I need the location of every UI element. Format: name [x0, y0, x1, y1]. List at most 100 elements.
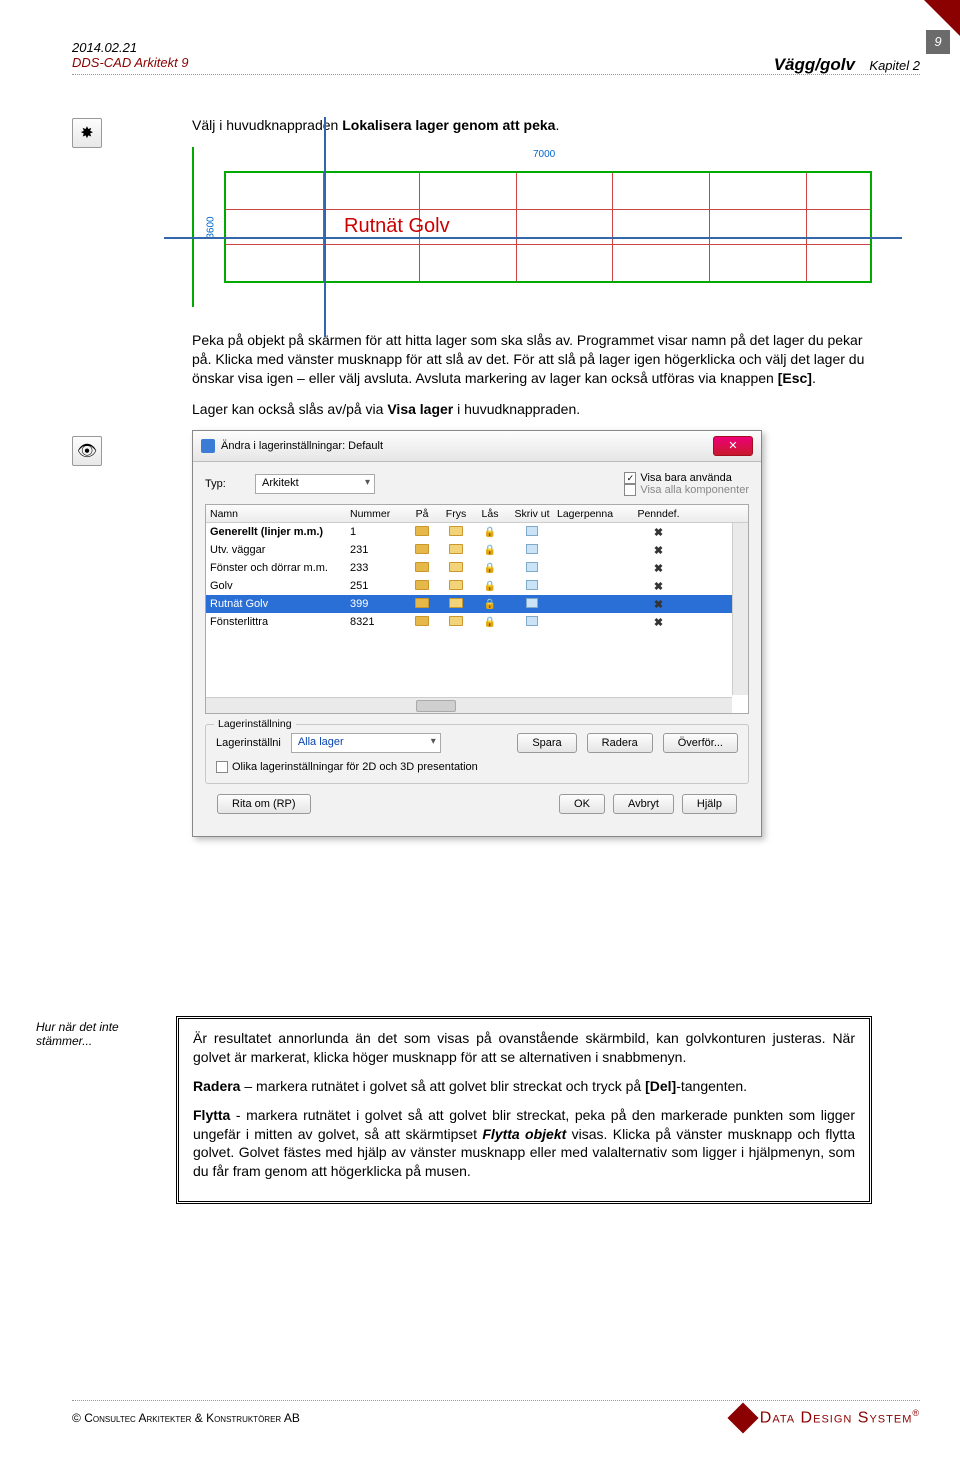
table-row[interactable]: Fönsterlittra8321 🔒 ✖ — [206, 613, 748, 631]
table-body: Generellt (linjer m.m.)1🔒✖Utv. väggar231… — [206, 523, 748, 631]
table-header: Namn Nummer På Frys Lås Skriv ut Lagerpe… — [206, 505, 748, 523]
footer-left: © Consultec Arkitekter & Konstruktörer A… — [72, 1411, 300, 1425]
cell-print[interactable] — [507, 580, 557, 593]
dialog-title: Ändra i lagerinställningar: Default — [221, 440, 383, 452]
col-freeze[interactable]: Frys — [439, 508, 473, 520]
layer-setting-select[interactable]: Alla lager — [291, 733, 441, 753]
save-button[interactable]: Spara — [517, 733, 576, 753]
cell-freeze[interactable] — [439, 580, 473, 593]
cell-print[interactable] — [507, 526, 557, 539]
crosshair-h — [164, 237, 902, 239]
col-number[interactable]: Nummer — [350, 508, 405, 520]
crosshair-v — [324, 117, 326, 337]
cell-lock[interactable]: 🔒 — [473, 599, 507, 610]
table-row[interactable]: Utv. väggar231 🔒 ✖ — [206, 541, 748, 559]
frame-p2: Radera – markera rutnätet i golvet så at… — [193, 1077, 855, 1096]
frame-p3-bold: Flytta — [193, 1107, 230, 1123]
col-on[interactable]: På — [405, 508, 439, 520]
p3-pre: Lager kan också slås av/på via — [192, 401, 387, 417]
page-header: 2014.02.21 DDS-CAD Arkitekt 9 Vägg/golv … — [72, 40, 920, 75]
transfer-button[interactable]: Överför... — [663, 733, 738, 753]
cell-name: Utv. väggar — [210, 544, 350, 556]
cell-pendef[interactable]: ✖ — [631, 544, 686, 557]
cell-lock[interactable]: 🔒 — [473, 545, 507, 556]
cell-number: 231 — [350, 544, 405, 556]
ok-button[interactable]: OK — [559, 794, 605, 814]
dialog-titlebar[interactable]: Ändra i lagerinställningar: Default ✕ — [193, 431, 761, 462]
type-label: Typ: — [205, 478, 245, 490]
cell-on[interactable] — [405, 526, 439, 539]
cell-print[interactable] — [507, 562, 557, 575]
cell-freeze[interactable] — [439, 616, 473, 629]
cell-lock[interactable]: 🔒 — [473, 581, 507, 592]
col-pen[interactable]: Lagerpenna — [557, 508, 631, 520]
info-frame: Är resultatet annorlunda än det som visa… — [176, 1016, 872, 1204]
dialog-footer: Rita om (RP) OK Avbryt Hjälp — [205, 784, 749, 824]
redraw-button[interactable]: Rita om (RP) — [217, 794, 311, 814]
table-row[interactable]: Generellt (linjer m.m.)1🔒✖ — [206, 523, 748, 541]
cell-pendef[interactable]: ✖ — [631, 580, 686, 593]
vscrollbar[interactable] — [732, 523, 748, 695]
cell-pendef[interactable]: ✖ — [631, 526, 686, 539]
cell-number: 8321 — [350, 616, 405, 628]
p2-key: [Esc] — [778, 370, 812, 386]
cell-pendef[interactable]: ✖ — [631, 616, 686, 629]
header-chapter: Kapitel 2 — [869, 58, 920, 73]
cell-name: Fönsterlittra — [210, 616, 350, 628]
close-button[interactable]: ✕ — [713, 436, 753, 456]
visibility-icon: 👁 — [72, 436, 102, 466]
cell-on[interactable] — [405, 544, 439, 557]
col-print[interactable]: Skriv ut — [507, 508, 557, 520]
footer-divider — [72, 1400, 920, 1401]
cancel-button[interactable]: Avbryt — [613, 794, 674, 814]
show-all-checkbox[interactable]: Visa alla komponenter — [624, 484, 749, 496]
cell-on[interactable] — [405, 562, 439, 575]
dialog-body: Typ: Arkitekt ✓ Visa bara använda Visa a… — [193, 462, 761, 836]
cell-name: Golv — [210, 580, 350, 592]
grid-figure: 7000 3600 Rutnät Golv — [192, 147, 872, 307]
cell-on[interactable] — [405, 616, 439, 629]
type-select[interactable]: Arkitekt — [255, 474, 375, 494]
cell-freeze[interactable] — [439, 598, 473, 611]
help-button[interactable]: Hjälp — [682, 794, 737, 814]
col-lock[interactable]: Lås — [473, 508, 507, 520]
col-pendef[interactable]: Penndef. — [631, 508, 686, 520]
cell-on[interactable] — [405, 598, 439, 611]
hscrollbar[interactable] — [206, 697, 732, 713]
table-row[interactable]: Golv251🔒✖ — [206, 577, 748, 595]
cell-on[interactable] — [405, 580, 439, 593]
diff-2d3d-checkbox[interactable]: Olika lagerinställningar för 2D och 3D p… — [216, 761, 738, 773]
cell-number: 1 — [350, 526, 405, 538]
footer-logo-text: Data Design System® — [760, 1408, 920, 1427]
hscroll-thumb[interactable] — [416, 700, 456, 712]
frame-p1: Är resultatet annorlunda än det som visa… — [193, 1029, 855, 1067]
paragraph-2: Peka på objekt på skärmen för att hitta … — [192, 331, 872, 388]
cell-pendef[interactable]: ✖ — [631, 598, 686, 611]
grid-dim-left: 3600 — [206, 216, 217, 238]
cell-freeze[interactable] — [439, 526, 473, 539]
col-name[interactable]: Namn — [210, 508, 350, 520]
group-legend: Lagerinställning — [214, 718, 296, 730]
cell-lock[interactable]: 🔒 — [473, 617, 507, 628]
header-section: Vägg/golv — [774, 55, 855, 74]
cell-print[interactable] — [507, 598, 557, 611]
header-pagenum: 9 — [926, 30, 950, 54]
delete-button[interactable]: Radera — [587, 733, 653, 753]
frame-p3: Flytta - markera rutnätet i golvet så at… — [193, 1106, 855, 1182]
cell-lock[interactable]: 🔒 — [473, 563, 507, 574]
margin-note: Hur när det inte stämmer... — [36, 1020, 156, 1048]
cell-lock[interactable]: 🔒 — [473, 527, 507, 538]
show-used-checkbox[interactable]: ✓ Visa bara använda — [624, 472, 749, 484]
table-row[interactable]: Fönster och dörrar m.m.233🔒✖ — [206, 559, 748, 577]
cell-print[interactable] — [507, 616, 557, 629]
table-row[interactable]: Rutnät Golv399🔒✖ — [206, 595, 748, 613]
cell-print[interactable] — [507, 544, 557, 557]
cell-freeze[interactable] — [439, 562, 473, 575]
p3-post: i huvudknappraden. — [453, 401, 580, 417]
show-all-label: Visa alla komponenter — [640, 484, 749, 496]
cell-freeze[interactable] — [439, 544, 473, 557]
cell-name: Rutnät Golv — [210, 598, 350, 610]
footer-company: Consultec Arkitekter & Konstruktörer AB — [84, 1411, 300, 1425]
header-date: 2014.02.21 — [72, 40, 920, 55]
cell-pendef[interactable]: ✖ — [631, 562, 686, 575]
